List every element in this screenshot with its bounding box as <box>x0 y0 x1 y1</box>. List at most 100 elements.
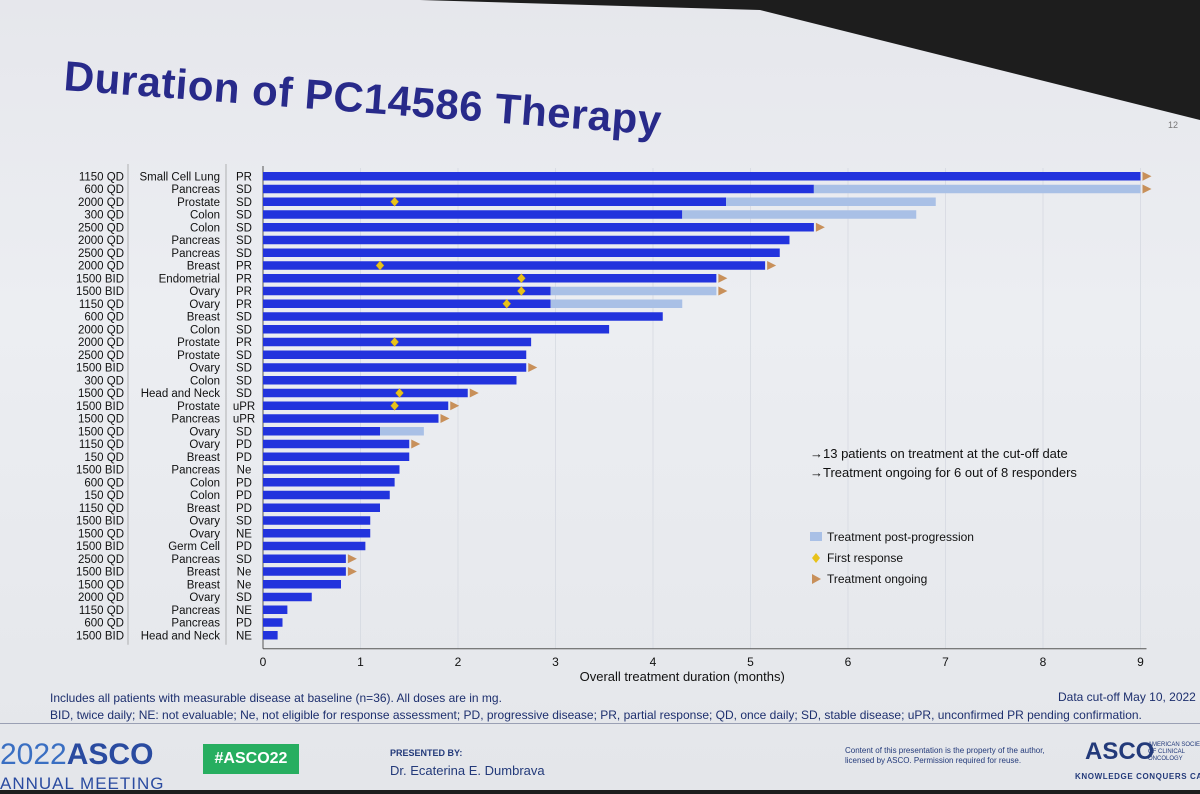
copyright-notice: Content of this presentation is the prop… <box>845 746 1045 765</box>
patient-tumor-label: Prostate <box>177 337 220 349</box>
treatment-bar <box>263 503 380 512</box>
treatment-bar <box>263 184 814 194</box>
patient-response-label: PR <box>236 171 252 183</box>
patient-tumor-label: Pancreas <box>171 235 220 247</box>
patient-response-label: PD <box>236 439 252 451</box>
patient-tumor-label: Breast <box>187 312 221 324</box>
patient-response-label: uPR <box>233 414 255 426</box>
patient-dose-label: 600 QD <box>84 477 124 489</box>
patient-response-label: SD <box>236 222 252 234</box>
patient-response-label: PD <box>236 477 252 489</box>
treatment-bar <box>263 210 683 219</box>
patient-dose-label: 1150 QD <box>79 299 124 311</box>
post-progression-bar <box>550 299 683 308</box>
treatment-bar <box>263 490 390 500</box>
patient-response-label: PD <box>236 618 252 630</box>
x-tick-label: 1 <box>357 655 364 669</box>
post-progression-bar <box>380 427 424 436</box>
patient-response-label: PD <box>236 452 252 464</box>
treatment-bar <box>263 529 371 538</box>
ongoing-marker <box>347 554 357 564</box>
ongoing-marker <box>440 414 450 423</box>
patient-response-label: SD <box>236 554 252 566</box>
patient-dose-label: 300 QD <box>84 375 124 387</box>
patient-dose-label: 1500 BID <box>76 516 124 528</box>
treatment-bar <box>263 631 278 640</box>
patient-dose-label: 1500 QD <box>78 528 124 540</box>
presenter-name: Dr. Ecaterina E. Dumbrava <box>390 763 545 778</box>
patient-dose-label: 1150 QD <box>79 503 124 515</box>
x-tick-label: 7 <box>942 655 949 669</box>
treatment-bar <box>263 541 366 551</box>
annotation-text: →13 patients on treatment at the cut-off… <box>810 446 1068 461</box>
legend-label: First response <box>827 551 903 565</box>
patient-response-label: SD <box>236 324 252 336</box>
patient-tumor-label: Breast <box>187 503 221 515</box>
treatment-bar <box>263 452 410 461</box>
duration-chart: 0 1 2 3 4 5 6 7 8 9 Overall treatment duration (mo… <box>76 164 1152 684</box>
data-cutoff: Data cut-off May 10, 2022 <box>1058 690 1196 704</box>
patient-tumor-label: Head and Neck <box>141 630 221 642</box>
patient-dose-label: 1150 QD <box>79 439 124 451</box>
patient-response-label: SD <box>236 248 252 260</box>
patient-response-label: SD <box>236 312 252 324</box>
patient-tumor-label: Pancreas <box>171 554 220 566</box>
footnotes: Includes all patients with measurable di… <box>50 690 1150 724</box>
legend-label: Treatment post-progression <box>827 530 974 544</box>
patient-dose-label: 2000 QD <box>78 324 124 336</box>
ongoing-marker <box>411 439 421 449</box>
patient-dose-label: 1500 QD <box>78 426 124 438</box>
x-tick-label: 2 <box>455 655 462 669</box>
asco-logo: ASCO <box>1085 738 1155 765</box>
patient-tumor-label: Ovary <box>189 528 220 540</box>
patient-dose-label: 1500 BID <box>76 465 124 477</box>
treatment-bar <box>263 427 380 436</box>
patient-dose-label: 1500 BID <box>76 273 124 285</box>
patient-tumor-label: Pancreas <box>171 184 220 196</box>
patient-dose-label: 2500 QD <box>78 350 124 362</box>
patient-tumor-label: Ovary <box>189 426 220 438</box>
patient-dose-label: 1500 QD <box>78 579 124 591</box>
footer-divider <box>0 723 1200 724</box>
patient-dose-label: 2000 QD <box>78 261 124 273</box>
treatment-bar <box>263 516 371 525</box>
treatment-bar <box>263 172 1141 181</box>
treatment-bar <box>263 350 527 359</box>
post-progression-bar <box>813 184 1141 194</box>
patient-dose-label: 1150 QD <box>79 171 124 183</box>
patient-response-label: PR <box>236 261 252 273</box>
treatment-bar <box>263 274 717 283</box>
patient-tumor-label: Pancreas <box>171 465 220 477</box>
tagline: KNOWLEDGE CONQUERS CANCER <box>1075 772 1200 781</box>
treatment-bar <box>263 312 663 321</box>
x-tick-label: 4 <box>650 655 657 669</box>
patient-response-label: PR <box>236 299 252 311</box>
patient-tumor-label: Ovary <box>189 363 220 375</box>
patient-response-label: PR <box>236 337 252 349</box>
treatment-bar <box>263 376 517 385</box>
patient-dose-label: 1500 BID <box>76 401 124 413</box>
annotation-text: →Treatment ongoing for 6 out of 8 respon… <box>810 465 1077 480</box>
patient-dose-label: 2500 QD <box>78 554 124 566</box>
patient-tumor-label: Prostate <box>177 401 220 413</box>
patient-tumor-label: Pancreas <box>171 414 220 426</box>
patient-dose-label: 1500 BID <box>76 286 124 298</box>
x-tick-label: 8 <box>1040 655 1047 669</box>
presented-by-label: PRESENTED BY: <box>390 748 463 758</box>
ongoing-marker <box>450 401 460 411</box>
first-response-marker <box>517 273 526 284</box>
meeting-brand: ASCO <box>66 738 154 771</box>
patient-dose-label: 1500 BID <box>76 363 124 375</box>
patient-tumor-label: Prostate <box>177 350 220 362</box>
treatment-bar <box>263 414 439 423</box>
ongoing-marker <box>528 363 538 372</box>
patient-response-label: SD <box>236 350 252 362</box>
patient-tumor-label: Germ Cell <box>168 541 220 553</box>
meeting-name: ANNUAL MEETING <box>0 774 165 793</box>
first-response-marker <box>390 196 399 207</box>
patient-response-label: SD <box>236 210 252 222</box>
patient-response-label: SD <box>236 426 252 438</box>
patient-dose-label: 2000 QD <box>78 197 124 209</box>
treatment-bar <box>263 286 551 296</box>
